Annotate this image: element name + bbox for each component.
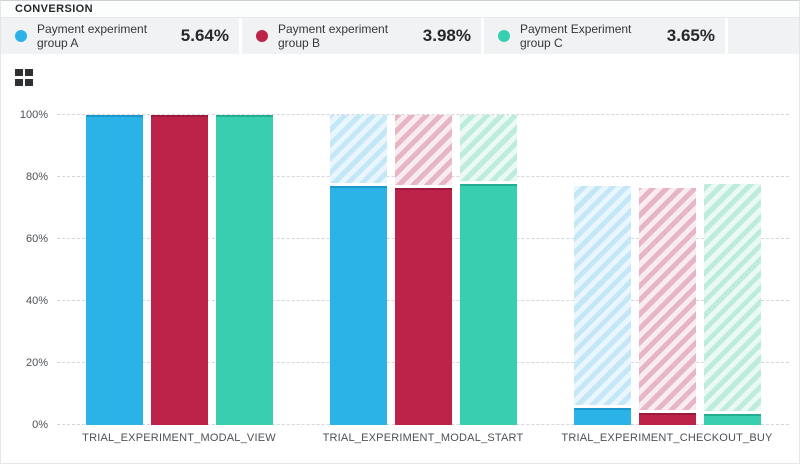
y-axis-tick-label: 80% — [25, 171, 48, 183]
carryover-hatched-segment[interactable] — [329, 115, 387, 183]
funnel-bar[interactable] — [85, 115, 143, 425]
legend-label: Payment Experiment group C — [520, 22, 632, 50]
series-b-dot-icon — [256, 30, 268, 42]
funnel-bar[interactable] — [329, 115, 387, 425]
y-axis-tick-label: 20% — [25, 357, 48, 369]
legend-item-group-c[interactable]: Payment Experiment group C 3.65% — [484, 18, 725, 54]
bar-group — [545, 115, 789, 425]
bar-group — [57, 115, 301, 425]
legend-item-group-a[interactable]: Payment experiment group A 5.64% — [1, 18, 239, 54]
carryover-hatched-segment[interactable] — [638, 187, 696, 410]
gridline: 100% — [20, 110, 789, 121]
series-c-dot-icon — [498, 30, 510, 42]
conversion-solid-segment[interactable] — [459, 184, 517, 425]
carryover-hatched-segment[interactable] — [573, 186, 631, 405]
conversion-solid-segment[interactable] — [150, 115, 208, 425]
funnel-bar[interactable] — [573, 115, 631, 425]
y-axis-tick-label: 0% — [32, 419, 48, 431]
legend-filler — [728, 18, 799, 54]
panel-header: CONVERSION — [1, 1, 799, 18]
x-axis-label: TRIAL_EXPERIMENT_MODAL_START — [322, 432, 524, 444]
y-axis-tick-label: 40% — [25, 295, 48, 307]
legend-label: Payment experiment group A — [37, 22, 148, 50]
funnel-bar[interactable] — [638, 115, 696, 425]
carryover-hatched-segment[interactable] — [703, 184, 761, 411]
plot-area: 0% 20% 40% 60% 80% 100% TRIAL_EXPERIMENT_MODAL… — [20, 110, 789, 444]
conversion-solid-segment[interactable] — [703, 413, 761, 425]
funnel-bar[interactable] — [215, 115, 273, 425]
legend-value: 5.64% — [180, 26, 229, 45]
funnel-bar[interactable] — [394, 115, 452, 425]
x-axis-label: TRIAL_EXPERIMENT_CHECKOUT_BUY — [561, 432, 773, 444]
funnel-bar[interactable] — [459, 115, 517, 425]
conversion-solid-segment[interactable] — [329, 186, 387, 425]
x-axis-labels: TRIAL_EXPERIMENT_MODAL_VIEW TRIAL_EXPERIM… — [57, 432, 789, 444]
carryover-hatched-segment[interactable] — [394, 115, 452, 185]
y-axis-tick-label: 60% — [25, 233, 48, 245]
chart-region: 0% 20% 40% 60% 80% 100% TRIAL_EXPERIMENT_MODAL… — [1, 54, 799, 463]
legend-label: Payment experiment group B — [278, 22, 389, 50]
legend-value: 3.65% — [666, 26, 715, 45]
funnel-bar[interactable] — [150, 115, 208, 425]
panel-title: CONVERSION — [15, 3, 93, 15]
series-a-dot-icon — [15, 30, 27, 42]
conversion-solid-segment[interactable] — [573, 407, 631, 425]
x-axis-label: TRIAL_EXPERIMENT_MODAL_VIEW — [82, 432, 276, 444]
legend-item-group-b[interactable]: Payment experiment group B 3.98% — [242, 18, 481, 54]
legend: Payment experiment group A 5.64% Payment… — [1, 18, 799, 54]
grid-icon[interactable] — [15, 69, 34, 86]
conversion-solid-segment[interactable] — [394, 187, 452, 425]
bar-groups — [57, 115, 789, 425]
y-axis-tick-label: 100% — [19, 109, 48, 121]
bar-group — [301, 115, 545, 425]
carryover-hatched-segment[interactable] — [459, 115, 517, 182]
conversion-solid-segment[interactable] — [638, 412, 696, 425]
funnel-bar[interactable] — [703, 115, 761, 425]
conversion-solid-segment[interactable] — [215, 115, 273, 425]
conversion-solid-segment[interactable] — [85, 115, 143, 425]
legend-value: 3.98% — [422, 26, 471, 45]
